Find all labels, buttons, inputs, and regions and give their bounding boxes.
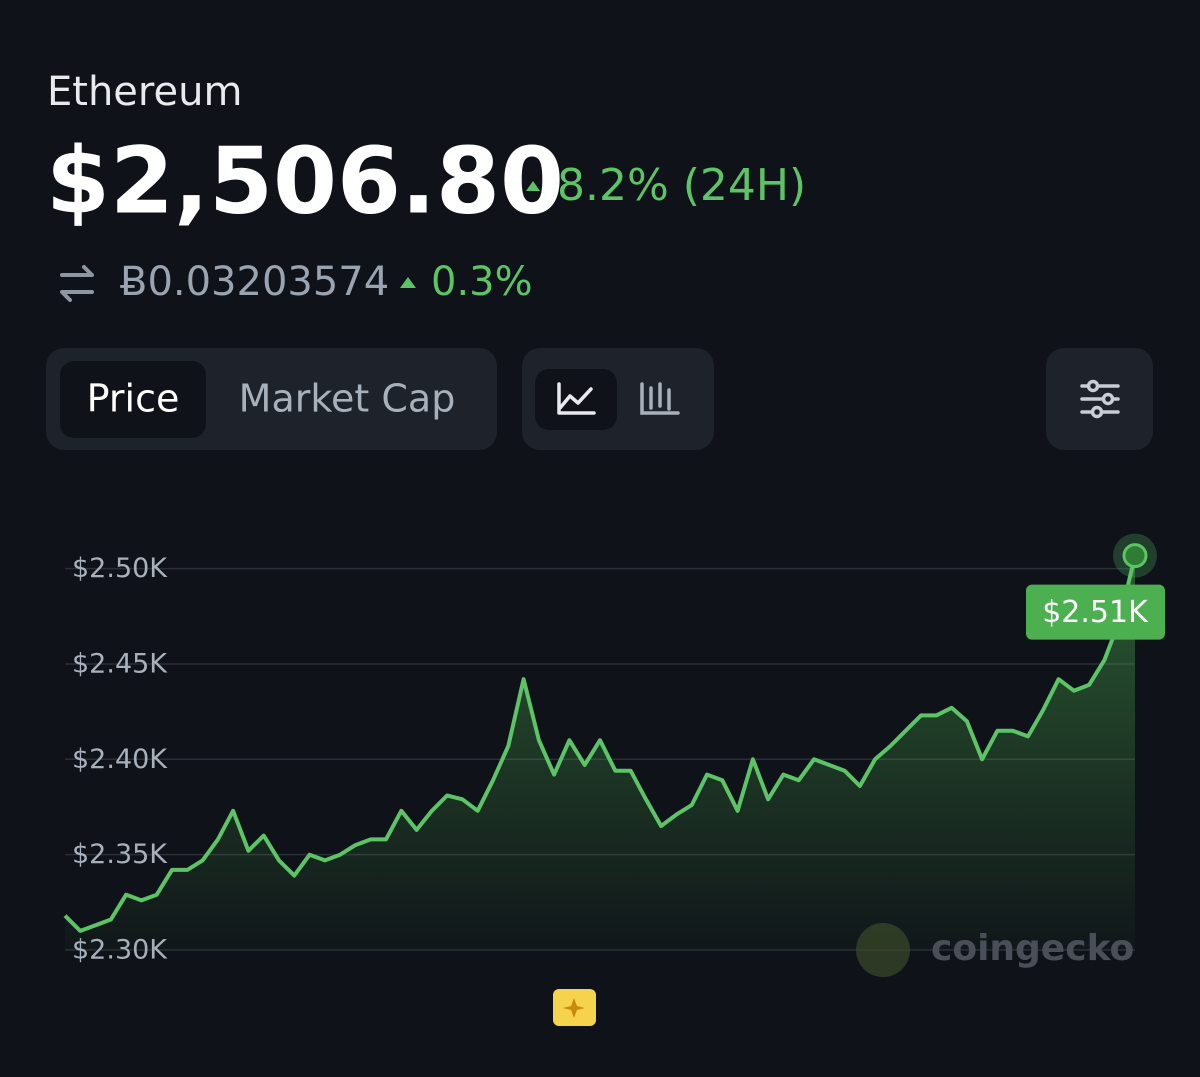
- value-tooltip: [1026, 584, 1165, 640]
- btc-change: 0.3%: [431, 259, 533, 305]
- line-chart-icon: [557, 382, 596, 415]
- event-icon: [563, 998, 585, 1018]
- tab-market-cap[interactable]: Market Cap: [239, 377, 456, 421]
- price: $2,506.80: [46, 127, 564, 234]
- btc-price: Ƀ0.03203574: [120, 259, 389, 305]
- up-arrow: [526, 181, 540, 191]
- price-change: 8.2% (24H): [557, 160, 806, 211]
- area: [65, 555, 1135, 950]
- coin-name: Ethereum: [47, 69, 242, 115]
- chart: $2.30K$2.35K$2.40K$2.45K$2.50K$2.51K: [63, 533, 1165, 966]
- settings-icon: [1080, 379, 1120, 419]
- watermark: coingecko: [931, 928, 1134, 969]
- line: [63, 555, 1137, 933]
- swap-icon: [60, 265, 94, 302]
- y-tick-label: $2.40K: [72, 744, 168, 775]
- tab-active[interactable]: [60, 361, 206, 438]
- tab-price[interactable]: Price: [87, 377, 180, 421]
- y-tick-label: $2.45K: [72, 648, 168, 679]
- watermark-logo: [856, 923, 910, 977]
- candle-chart-button[interactable]: [640, 382, 680, 415]
- value-label: $2.51K: [1042, 595, 1149, 630]
- end-point: [1122, 543, 1148, 569]
- y-tick-label: $2.50K: [72, 553, 168, 584]
- y-tick-label: $2.35K: [72, 839, 168, 870]
- up-arrow: [400, 277, 416, 288]
